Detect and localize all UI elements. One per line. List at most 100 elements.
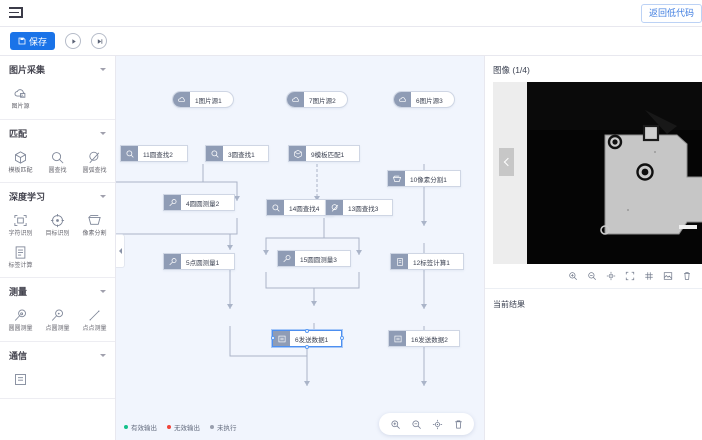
sidebar-item-label: 字符识别 <box>8 231 33 238</box>
node-port-left[interactable] <box>270 336 275 340</box>
cube-icon <box>289 146 306 161</box>
circle-search-icon <box>206 146 223 161</box>
save-button[interactable]: 保存 <box>10 32 56 50</box>
flow-node-image-source-1[interactable]: 1图片源1 <box>172 91 234 108</box>
flow-node-label: 6图片源3 <box>416 97 443 105</box>
sidebar-item-label: 圆弧查找 <box>82 167 107 174</box>
flow-node-label: 14圆查找4 <box>289 205 320 213</box>
fullscreen-icon[interactable] <box>625 271 635 281</box>
back-to-lowcode-button[interactable]: 返回低代码 <box>640 4 702 23</box>
delete-icon[interactable] <box>682 271 692 281</box>
flow-edges <box>116 164 427 386</box>
canvas-collapse-handle[interactable] <box>116 234 125 268</box>
play-icon <box>71 38 76 44</box>
current-result-title: 当前结果 <box>493 300 525 309</box>
sidebar-item-ocr[interactable]: 字符识别 <box>2 208 39 240</box>
ocr-icon <box>12 212 29 229</box>
sidebar-item-circle-find[interactable]: 圆查找 <box>39 145 76 177</box>
legend-dot-invalid <box>167 425 171 429</box>
sidebar-category-title: 深度学习 <box>9 192 46 203</box>
point-point-measure-icon <box>86 307 103 324</box>
sidebar-item-template-match[interactable]: 模板匹配 <box>2 145 39 177</box>
run-button[interactable] <box>65 33 82 49</box>
sidebar-item-label: 像素分割 <box>82 231 107 238</box>
hamburger-menu-icon[interactable] <box>9 7 23 19</box>
node-port-bottom[interactable] <box>304 344 309 349</box>
fit-center-icon[interactable] <box>431 418 443 430</box>
chevron-down-icon[interactable] <box>100 290 106 294</box>
send-data-icon <box>389 331 406 346</box>
sidebar-item-circle-circle-measure[interactable]: 圆圆测量 <box>2 303 39 335</box>
flow-node-circle-find-4[interactable]: 14圆查找4 <box>266 199 334 216</box>
chevron-down-icon[interactable] <box>100 131 106 135</box>
right-panel: 图像 (1/4) <box>484 56 702 440</box>
flow-node-circle-find-1[interactable]: 3圆查找1 <box>205 145 269 162</box>
sidebar-item-send-data[interactable] <box>2 367 39 392</box>
flow-node-image-source-3[interactable]: 6图片源3 <box>393 91 455 108</box>
sidebar-category-header[interactable]: 图片采集 <box>0 56 115 81</box>
sidebar-item-pixel-segment[interactable]: 像素分割 <box>76 208 113 240</box>
sidebar-category-matching: 匹配 模板匹配 <box>0 120 115 184</box>
sidebar-item-image-source[interactable]: 图片源 <box>2 81 39 113</box>
circle-search-icon <box>121 146 138 161</box>
sidebar-category-header[interactable]: 匹配 <box>0 120 115 145</box>
label-calc-icon <box>12 244 29 261</box>
sidebar-category-header[interactable]: 测量 <box>0 278 115 303</box>
chevron-down-icon[interactable] <box>100 195 106 199</box>
image-prev-button[interactable] <box>499 148 514 176</box>
machine-vision-image <box>527 82 702 264</box>
circle-circle-measure-icon <box>164 195 181 210</box>
canvas-legend: 有效输出 无效输出 未执行 <box>124 422 237 432</box>
sidebar-item-point-point-measure[interactable]: 点点测量 <box>76 303 113 335</box>
save-button-label: 保存 <box>29 36 48 47</box>
node-port-right[interactable] <box>339 336 344 340</box>
flow-node-send-data-2[interactable]: 16发送数据2 <box>388 330 460 347</box>
sidebar-category-header[interactable]: 通信 <box>0 342 115 367</box>
zoom-in-icon[interactable] <box>389 418 401 430</box>
run-once-button[interactable] <box>91 33 108 49</box>
zoom-in-icon[interactable] <box>568 271 578 281</box>
tool-sidebar[interactable]: 图片采集 图片源 <box>0 56 116 440</box>
image-preview[interactable] <box>493 82 702 264</box>
flow-node-label: 4圆圆测量2 <box>186 200 220 208</box>
top-bar: 返回低代码 <box>0 0 702 27</box>
flow-node-send-data-1[interactable]: 6发送数据1 <box>270 328 344 349</box>
flow-node-circle-find-3[interactable]: 13圆查找3 <box>325 199 393 216</box>
zoom-out-icon[interactable] <box>587 271 597 281</box>
flow-node-pixel-segment-1[interactable]: 10像素分割1 <box>387 170 461 187</box>
sidebar-item-point-circle-measure[interactable]: 点圆测量 <box>39 303 76 335</box>
image-preview-canvas <box>527 82 702 264</box>
flow-node-point-circle-measure-1[interactable]: 5点圆测量1 <box>163 253 235 270</box>
chevron-down-icon[interactable] <box>100 68 106 71</box>
sidebar-tool-list: 模板匹配 圆查找 <box>0 145 115 177</box>
flow-node-label: 7图片源2 <box>309 97 336 105</box>
chevron-down-icon[interactable] <box>100 353 106 357</box>
sidebar-item-object-detect[interactable]: 目标识别 <box>39 208 76 240</box>
arc-search-icon <box>86 149 103 166</box>
flow-node-label: 11圆查找2 <box>143 151 173 159</box>
save-image-icon[interactable] <box>663 271 673 281</box>
flow-node-label-calc-1[interactable]: 12标签计算1 <box>390 253 464 270</box>
sidebar-item-arc-find[interactable]: 圆弧查找 <box>76 145 113 177</box>
fit-center-icon[interactable] <box>606 271 616 281</box>
delete-icon[interactable] <box>452 418 464 430</box>
sidebar-item-label-calc[interactable]: 标签计算 <box>2 240 39 272</box>
sidebar-item-label: 图片源 <box>11 104 30 110</box>
circle-circle-measure-icon <box>278 251 295 266</box>
sidebar-category-communication: 通信 <box>0 342 115 399</box>
grid-icon[interactable] <box>644 271 654 281</box>
legend-item-idle: 未执行 <box>210 422 237 432</box>
sidebar-category-header[interactable]: 深度学习 <box>0 183 115 208</box>
flow-node-circle-find-2[interactable]: 11圆查找2 <box>120 145 188 162</box>
zoom-out-icon[interactable] <box>410 418 422 430</box>
flow-node-circle-circle-measure-3[interactable]: 15圆圆测量3 <box>277 250 351 267</box>
flow-node-label: 5点圆测量1 <box>186 259 220 267</box>
flow-node-image-source-2[interactable]: 7图片源2 <box>286 91 348 108</box>
flow-canvas[interactable]: 1图片源1 7图片源2 6图片源3 11圆查找2 <box>116 56 484 440</box>
flow-node-label: 10像素分割1 <box>410 176 447 184</box>
canvas-toolbar <box>379 413 474 435</box>
flow-node-template-match-1[interactable]: 9模板匹配1 <box>288 145 360 162</box>
flow-node-circle-circle-measure-2[interactable]: 4圆圆测量2 <box>163 194 235 211</box>
node-port-top[interactable] <box>304 328 309 333</box>
